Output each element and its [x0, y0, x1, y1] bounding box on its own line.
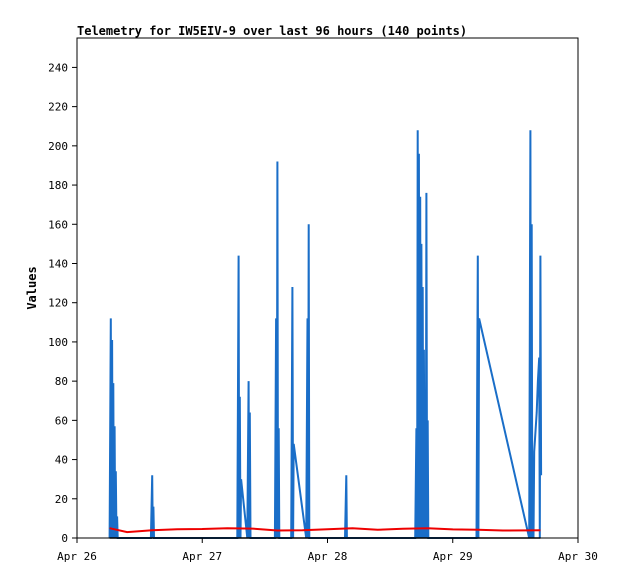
y-tick-label: 60	[55, 414, 68, 427]
y-tick-label: 220	[48, 101, 68, 114]
y-tick-label: 0	[61, 532, 68, 545]
axes: 0 20 40 60 80 100 120 140 160 180 200 220 240 Apr 26 A…	[48, 61, 598, 563]
y-tick-label: 200	[48, 140, 68, 153]
y-tick-label: 160	[48, 218, 68, 231]
series-line-2	[109, 527, 541, 534]
y-axis-label: Values	[25, 266, 39, 309]
series-line-1	[108, 130, 543, 539]
y-tick-label: 80	[55, 375, 68, 388]
x-tick-label: Apr 30	[558, 550, 598, 563]
x-tick-label: Apr 28	[308, 550, 348, 563]
x-tick-label: Apr 29	[433, 550, 473, 563]
y-tick-label: 100	[48, 336, 68, 349]
y-tick-label: 40	[55, 454, 68, 467]
y-tick-label: 140	[48, 257, 68, 270]
x-tick-label: Apr 26	[57, 550, 97, 563]
y-tick-label: 20	[55, 493, 68, 506]
chart-title: Telemetry for IW5EIV-9 over last 96 hour…	[77, 24, 467, 38]
y-tick-label: 240	[48, 61, 68, 74]
x-tick-label: Apr 27	[182, 550, 222, 563]
y-tick-label: 120	[48, 297, 68, 310]
y-tick-label: 180	[48, 179, 68, 192]
